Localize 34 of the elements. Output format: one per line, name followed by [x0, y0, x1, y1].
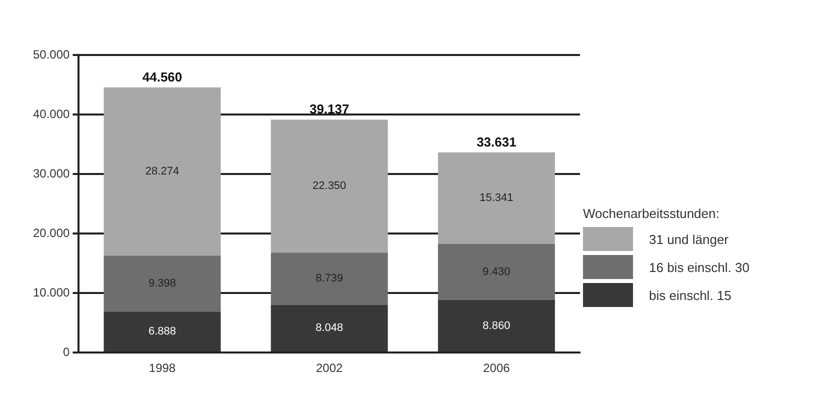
data-label: 8.048: [316, 322, 344, 334]
legend-label: 31 und länger: [649, 232, 729, 246]
bar: [104, 87, 221, 256]
total-label: 39.137: [309, 102, 350, 117]
bar: [438, 244, 555, 300]
total-label: 33.631: [476, 134, 516, 150]
x-tick-label: 2006: [483, 361, 510, 376]
bar: [270, 252, 388, 305]
y-tick-label: 40.000: [33, 106, 70, 121]
bar: [270, 304, 388, 352]
data-label: 8.860: [482, 320, 510, 332]
bar: [104, 256, 221, 312]
data-label: 9.398: [148, 278, 176, 290]
y-tick-label: 50.000: [33, 47, 70, 62]
y-tick-label: 10.000: [33, 285, 70, 300]
data-label: 9.430: [482, 266, 510, 278]
data-label: 8.739: [316, 272, 344, 285]
data-label: 28.274: [145, 166, 180, 178]
data-label: 6.888: [148, 326, 176, 338]
legend-title: Wochenarbeitsstunden:: [583, 206, 720, 221]
bar: [438, 300, 555, 352]
y-tick-label: 30.000: [33, 166, 70, 180]
y-tick-label: 20.000: [33, 226, 70, 240]
x-tick-label: 1998: [148, 361, 176, 376]
x-tick-label: 2002: [316, 361, 344, 376]
legend-label: 16 bis einschl. 30: [649, 260, 750, 274]
bar: [438, 152, 555, 244]
legend-label: bis einschl. 15: [649, 288, 732, 302]
bar: [270, 120, 388, 253]
bar: [104, 312, 221, 352]
data-label: 15.341: [480, 192, 514, 204]
total-label: 44.560: [142, 69, 182, 84]
data-label: 22.350: [312, 180, 346, 192]
y-tick-label: 0: [63, 344, 70, 359]
